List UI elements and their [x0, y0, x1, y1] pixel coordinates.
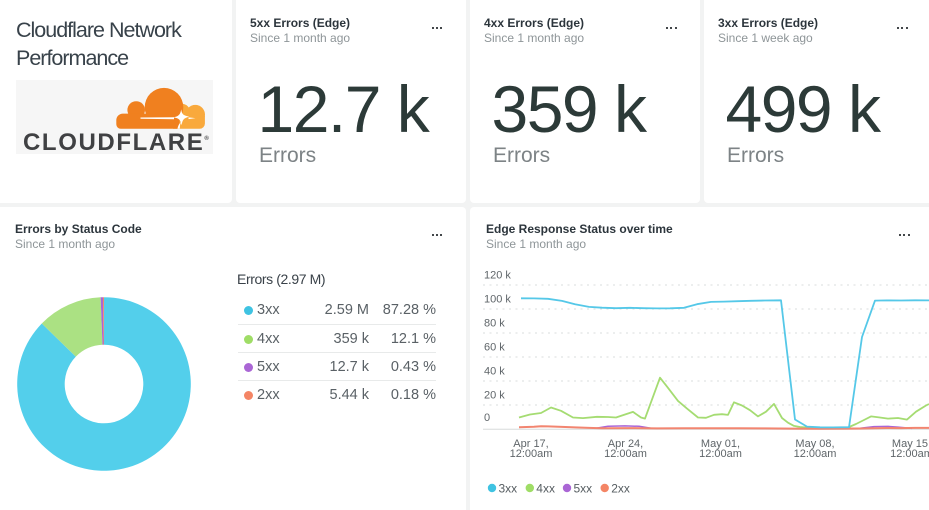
svg-text:3xx: 3xx — [499, 481, 518, 495]
svg-text:12:00am: 12:00am — [890, 448, 929, 460]
svg-text:120 k: 120 k — [484, 270, 511, 282]
svg-text:2xx: 2xx — [611, 481, 630, 495]
svg-text:12:00am: 12:00am — [604, 448, 647, 460]
svg-text:4xx: 4xx — [536, 481, 555, 495]
svg-text:12:00am: 12:00am — [510, 448, 553, 460]
svg-text:12:00am: 12:00am — [699, 448, 742, 460]
svg-text:May 15,: May 15, — [892, 438, 929, 450]
svg-text:May 08,: May 08, — [795, 438, 834, 450]
svg-text:100 k: 100 k — [484, 294, 511, 306]
svg-text:Apr 24,: Apr 24, — [608, 438, 643, 450]
svg-text:12:00am: 12:00am — [794, 448, 837, 460]
svg-text:May 01,: May 01, — [701, 438, 740, 450]
svg-text:40 k: 40 k — [484, 366, 505, 378]
svg-text:80 k: 80 k — [484, 318, 505, 330]
svg-text:20 k: 20 k — [484, 390, 505, 402]
svg-text:5xx: 5xx — [574, 481, 593, 495]
svg-text:0: 0 — [484, 412, 490, 424]
svg-text:Apr 17,: Apr 17, — [513, 438, 548, 450]
svg-text:60 k: 60 k — [484, 342, 505, 354]
